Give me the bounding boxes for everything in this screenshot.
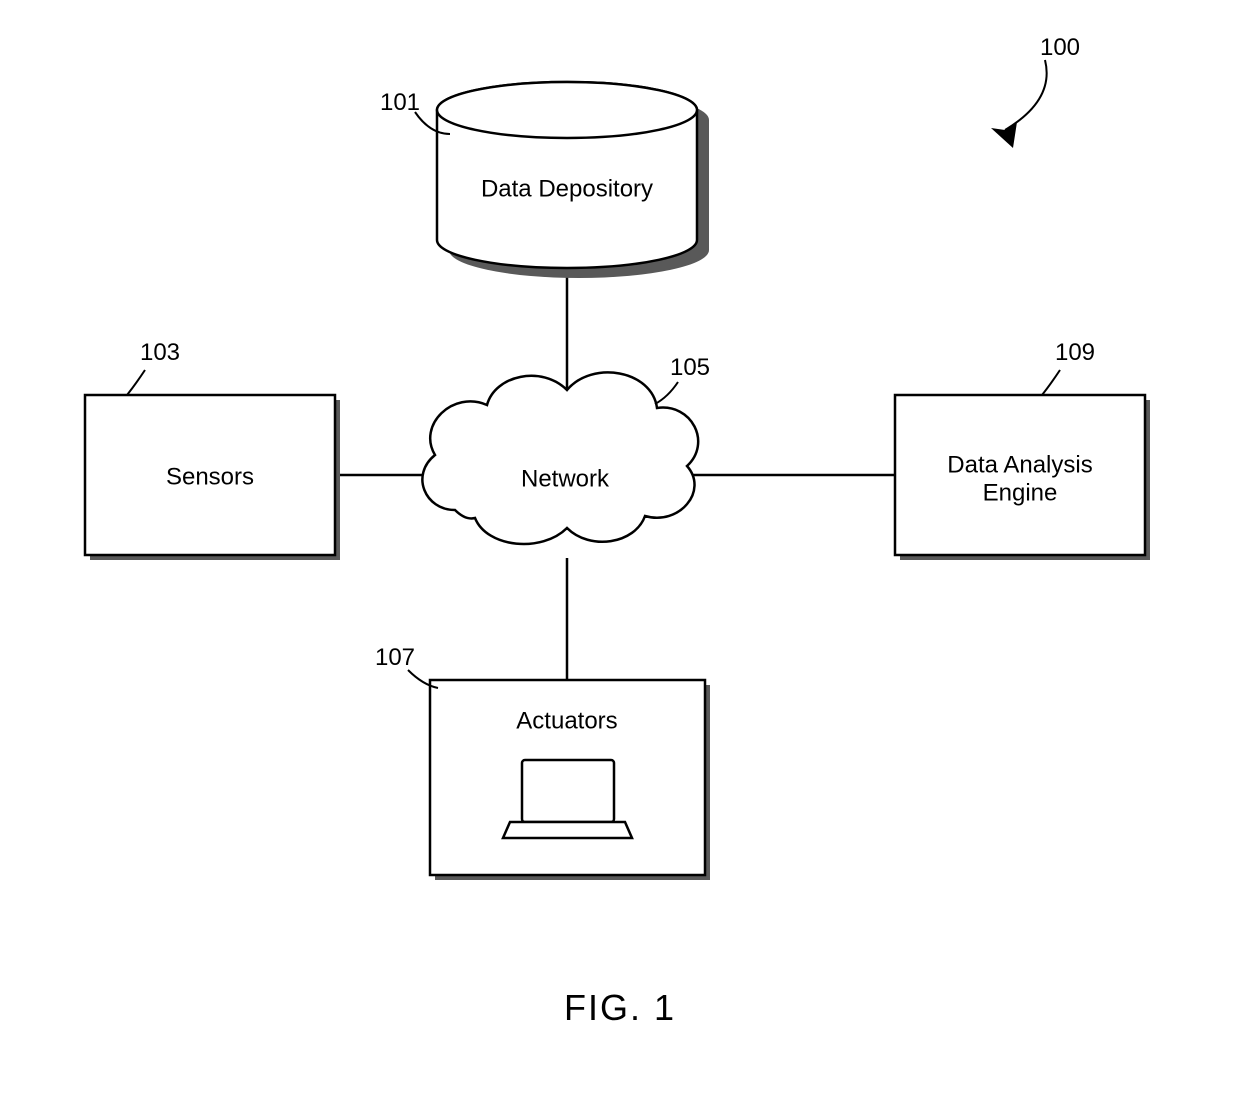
actuators-label: Actuators <box>516 707 617 734</box>
ref-101: 101 <box>380 89 420 116</box>
ref-100: 100 <box>1040 34 1080 61</box>
engine-label-line2: Engine <box>983 479 1058 506</box>
ref-105: 105 <box>670 354 710 381</box>
leader-100 <box>1005 60 1047 130</box>
figure-caption: FIG. 1 <box>564 987 676 1028</box>
cylinder-top <box>437 82 697 138</box>
leader-105 <box>655 382 678 404</box>
sensors-label: Sensors <box>166 463 254 490</box>
engine-node: Data Analysis Engine <box>895 395 1150 560</box>
sensors-node: Sensors <box>85 395 340 560</box>
data-depository-label: Data Depository <box>481 175 653 202</box>
network-label: Network <box>521 465 610 492</box>
arrowhead-100 <box>991 122 1017 148</box>
cloud-shape <box>422 372 698 544</box>
ref-109: 109 <box>1055 339 1095 366</box>
ref-107: 107 <box>375 644 415 671</box>
engine-label-line1: Data Analysis <box>947 451 1092 478</box>
leader-103 <box>127 370 145 395</box>
figure-canvas: Data Depository Sensors Network Data Ana… <box>0 0 1240 1110</box>
leader-109 <box>1042 370 1060 395</box>
data-depository-node: Data Depository <box>437 82 709 278</box>
ref-103: 103 <box>140 339 180 366</box>
actuators-node: Actuators <box>430 680 710 880</box>
network-node: Network <box>422 372 698 544</box>
